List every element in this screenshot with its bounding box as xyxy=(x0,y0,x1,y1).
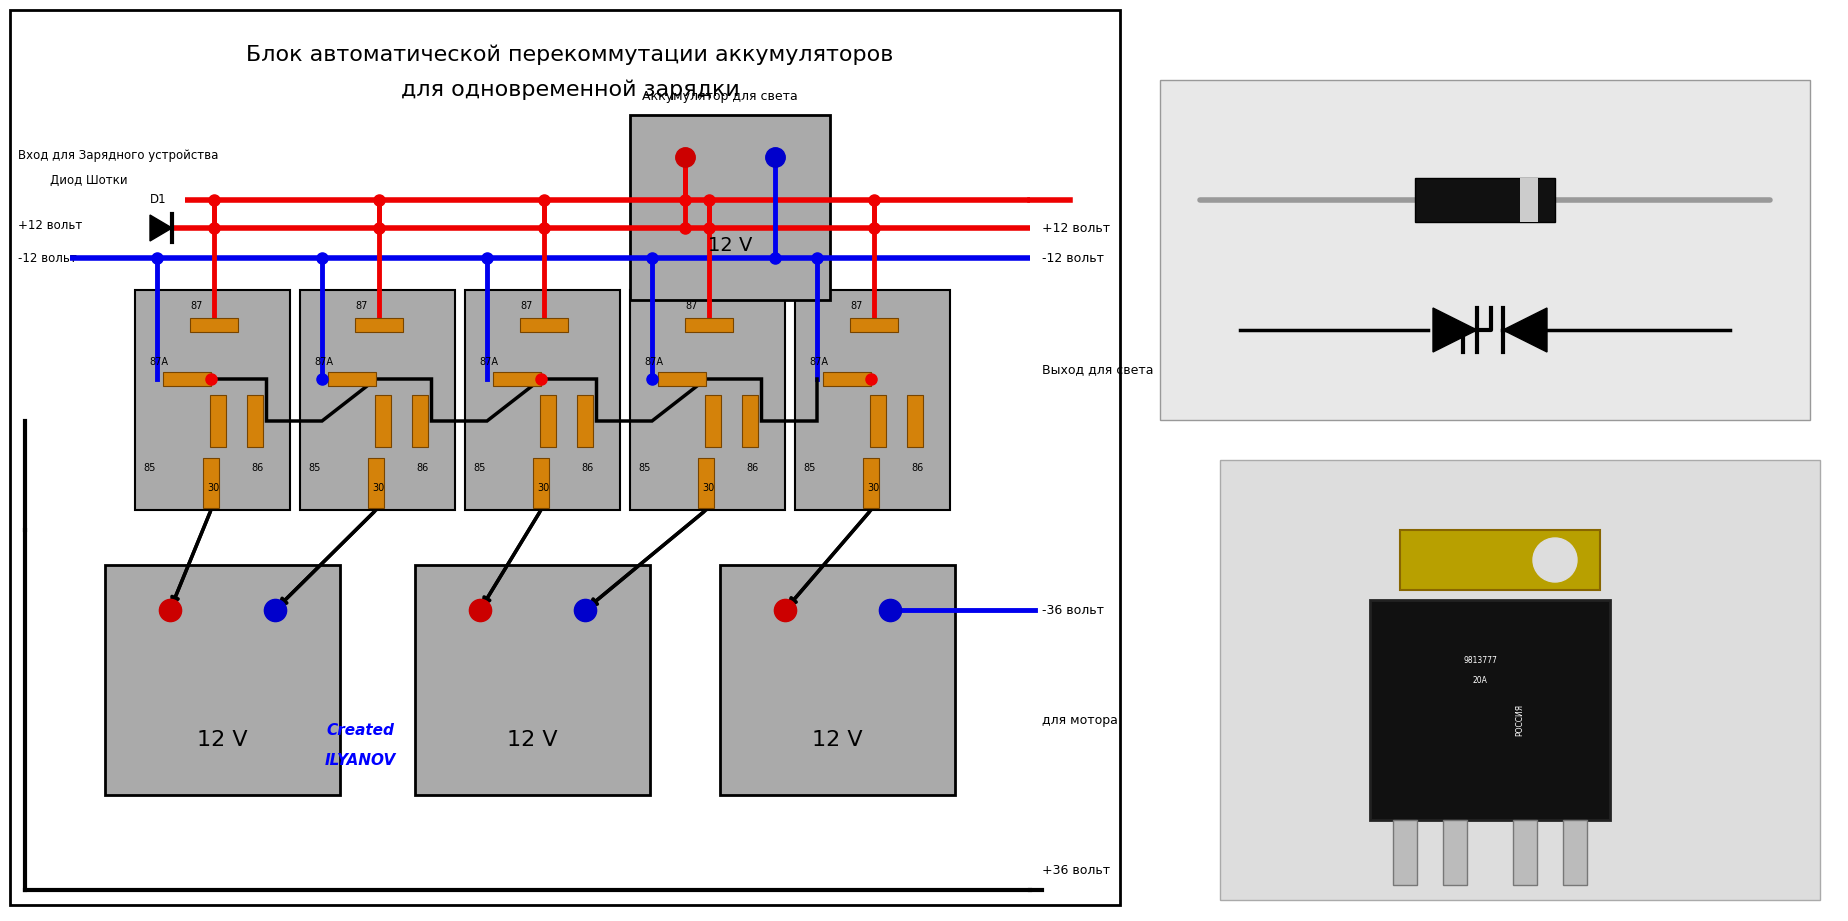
Text: 87: 87 xyxy=(684,301,697,311)
Text: 12 V: 12 V xyxy=(811,730,861,750)
Polygon shape xyxy=(1399,530,1599,590)
Bar xyxy=(211,395,225,447)
Bar xyxy=(519,318,567,332)
Bar xyxy=(163,372,211,386)
Text: 30: 30 xyxy=(371,483,384,493)
Bar xyxy=(704,395,721,447)
Text: 86: 86 xyxy=(251,463,262,473)
Text: для одновременной зарядки: для одновременной зарядки xyxy=(401,80,739,100)
Text: 87A: 87A xyxy=(809,357,828,367)
Text: -36 вольт: -36 вольт xyxy=(1042,603,1103,616)
Bar xyxy=(299,290,455,510)
Text: 85: 85 xyxy=(309,463,320,473)
Bar xyxy=(9,10,1120,905)
Text: 87A: 87A xyxy=(150,357,168,367)
Text: 9813777: 9813777 xyxy=(1462,656,1497,664)
Text: 85: 85 xyxy=(802,463,815,473)
Bar xyxy=(493,372,541,386)
Text: Выход для света: Выход для света xyxy=(1042,364,1153,377)
Bar xyxy=(464,290,619,510)
Text: 87A: 87A xyxy=(314,357,333,367)
Polygon shape xyxy=(150,215,172,241)
Text: 86: 86 xyxy=(580,463,593,473)
Text: +12 вольт: +12 вольт xyxy=(18,218,81,231)
Text: +12 вольт: +12 вольт xyxy=(1042,221,1109,235)
Bar xyxy=(532,458,549,508)
Text: Аккумулятор для света: Аккумулятор для света xyxy=(641,90,798,103)
Bar xyxy=(741,395,758,447)
Bar xyxy=(630,115,830,300)
Text: Блок автоматической перекоммутации аккумуляторов: Блок автоматической перекоммутации аккум… xyxy=(246,45,893,65)
Bar xyxy=(1220,460,1818,900)
Bar xyxy=(699,458,713,508)
Text: 87: 87 xyxy=(519,301,532,311)
Bar xyxy=(1519,178,1538,222)
Polygon shape xyxy=(1432,308,1477,352)
Text: 87: 87 xyxy=(190,301,201,311)
Text: -12 вольт: -12 вольт xyxy=(1042,251,1103,264)
Bar xyxy=(1369,600,1610,820)
Bar xyxy=(870,395,885,447)
Bar xyxy=(795,290,950,510)
Bar xyxy=(368,458,384,508)
Bar xyxy=(540,395,556,447)
Bar xyxy=(1562,820,1586,885)
Text: 85: 85 xyxy=(473,463,486,473)
Bar xyxy=(248,395,262,447)
Bar xyxy=(327,372,375,386)
Bar xyxy=(1441,820,1465,885)
Bar xyxy=(863,458,878,508)
Text: Диод Шотки: Диод Шотки xyxy=(50,173,128,186)
Bar xyxy=(630,290,785,510)
Bar xyxy=(1392,820,1416,885)
Text: 30: 30 xyxy=(867,483,880,493)
Text: ILYANOV: ILYANOV xyxy=(323,752,395,767)
Text: 30: 30 xyxy=(536,483,549,493)
Text: 20A: 20A xyxy=(1471,675,1486,684)
Text: 87A: 87A xyxy=(479,357,497,367)
Bar xyxy=(412,395,427,447)
Text: 87A: 87A xyxy=(643,357,663,367)
Bar xyxy=(719,565,954,795)
Text: 12 V: 12 V xyxy=(708,236,752,254)
Text: Вход для Зарядного устройства: Вход для Зарядного устройства xyxy=(18,148,218,161)
Text: +36 вольт: +36 вольт xyxy=(1042,864,1109,877)
Bar xyxy=(850,318,898,332)
Text: 87: 87 xyxy=(850,301,861,311)
Bar xyxy=(907,395,922,447)
Bar xyxy=(577,395,593,447)
Bar xyxy=(414,565,650,795)
Bar xyxy=(190,318,238,332)
Bar xyxy=(1414,178,1554,222)
Text: 12 V: 12 V xyxy=(196,730,248,750)
Text: 87: 87 xyxy=(355,301,368,311)
Bar xyxy=(684,318,732,332)
Circle shape xyxy=(1532,538,1576,582)
Bar xyxy=(658,372,706,386)
Text: 30: 30 xyxy=(702,483,713,493)
Polygon shape xyxy=(1502,308,1547,352)
Bar xyxy=(822,372,870,386)
Text: D1: D1 xyxy=(150,193,166,206)
Text: 85: 85 xyxy=(638,463,650,473)
Bar xyxy=(355,318,403,332)
Bar xyxy=(105,565,340,795)
Text: РОССИЯ: РОССИЯ xyxy=(1515,704,1523,736)
Text: 86: 86 xyxy=(911,463,922,473)
Bar xyxy=(1512,820,1536,885)
Text: 12 V: 12 V xyxy=(506,730,556,750)
Text: 30: 30 xyxy=(207,483,220,493)
Text: 86: 86 xyxy=(745,463,758,473)
Bar xyxy=(135,290,290,510)
Text: -12 вольт: -12 вольт xyxy=(18,251,78,264)
Bar xyxy=(203,458,218,508)
Text: Created: Created xyxy=(325,722,394,738)
Text: 86: 86 xyxy=(416,463,429,473)
Bar xyxy=(375,395,390,447)
Bar xyxy=(1159,80,1809,420)
Text: для мотора: для мотора xyxy=(1042,714,1118,727)
Text: 85: 85 xyxy=(142,463,155,473)
